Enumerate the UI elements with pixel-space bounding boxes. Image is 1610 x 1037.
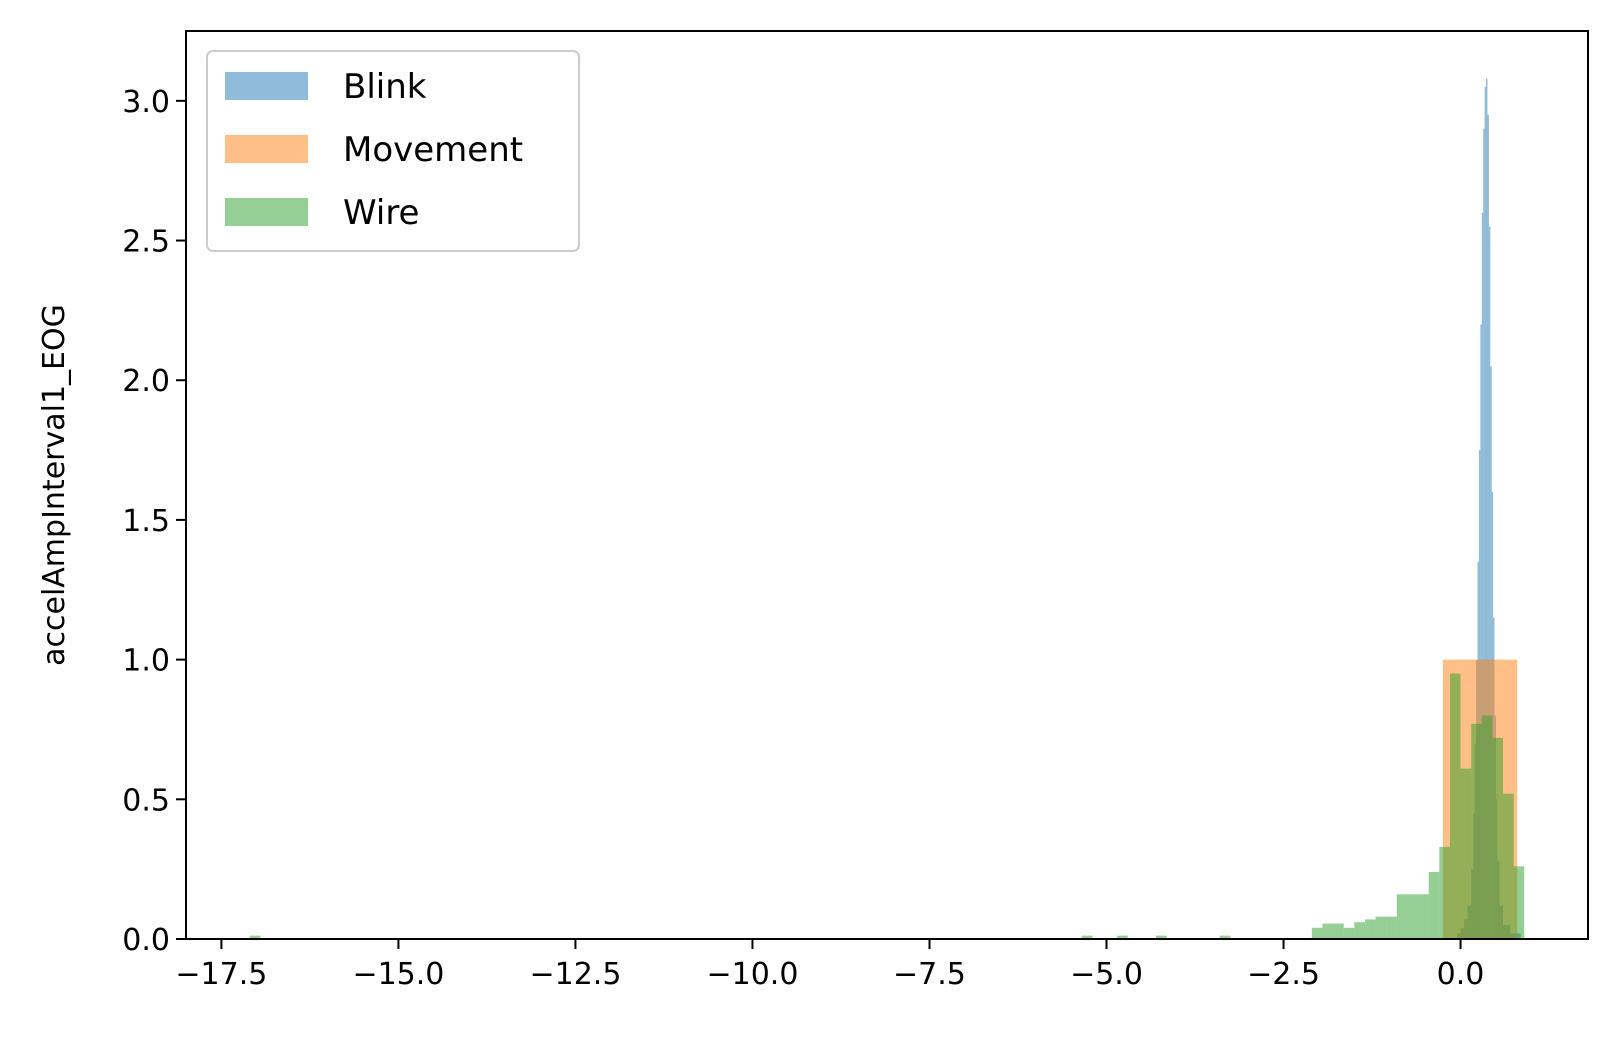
histogram-bar bbox=[1081, 935, 1093, 939]
legend: Blink Movement Wire bbox=[206, 50, 580, 252]
histogram-bar bbox=[1471, 723, 1482, 939]
y-tick-label: 1.5 bbox=[122, 504, 170, 539]
legend-item-wire: Wire bbox=[225, 193, 419, 233]
histogram-bar bbox=[1407, 894, 1419, 939]
histogram-bar bbox=[1117, 935, 1128, 939]
legend-item-blink: Blink bbox=[225, 67, 427, 107]
histogram-bar bbox=[1439, 846, 1450, 939]
x-tick-label: −12.5 bbox=[529, 957, 621, 992]
legend-label: Wire bbox=[343, 193, 419, 233]
y-tick-label: 2.0 bbox=[122, 364, 170, 399]
x-tick-label: 0.0 bbox=[1437, 957, 1485, 992]
axes-layer: −17.5 −15.0 −12.5 −10.0 −7.5 −5.0 −2.5 0.0 0.0 0.… bbox=[122, 30, 1589, 992]
histogram-bar bbox=[1418, 894, 1429, 939]
histogram-bar bbox=[1333, 923, 1344, 939]
x-tick-label: −17.5 bbox=[175, 957, 267, 992]
y-tick-label: 3.0 bbox=[122, 85, 170, 120]
y-tick-label: 0.0 bbox=[122, 923, 170, 958]
histogram-bar bbox=[1311, 927, 1323, 939]
histogram-bar bbox=[1375, 916, 1387, 939]
histogram-bar bbox=[1484, 86, 1487, 939]
legend-swatch bbox=[225, 72, 308, 100]
histogram-bar bbox=[1219, 935, 1231, 939]
histogram-bar bbox=[1322, 923, 1334, 939]
x-tick-label: −2.5 bbox=[1247, 957, 1320, 992]
histogram-bar bbox=[1449, 673, 1461, 939]
histogram-bar bbox=[1460, 768, 1472, 939]
x-tick-label: −7.5 bbox=[893, 957, 966, 992]
histogram-bar bbox=[1488, 226, 1491, 940]
series-wire bbox=[249, 673, 1525, 939]
x-tick-label: −15.0 bbox=[352, 957, 444, 992]
histogram-bar bbox=[1481, 212, 1484, 940]
x-tick-label: −5.0 bbox=[1070, 957, 1143, 992]
histogram-bar bbox=[1483, 128, 1485, 940]
histogram-bar bbox=[1343, 927, 1355, 939]
legend-swatch bbox=[225, 135, 308, 163]
histogram-bar bbox=[1503, 793, 1514, 939]
histogram-bar bbox=[1481, 715, 1493, 939]
y-axis-label: accelAmpInterval1_EOG bbox=[37, 304, 72, 666]
histogram-bar bbox=[1386, 916, 1397, 939]
bars-layer bbox=[249, 78, 1525, 940]
histogram-bar bbox=[1354, 922, 1365, 939]
histogram-bar bbox=[1513, 866, 1525, 939]
histogram-bar bbox=[249, 935, 261, 939]
histogram-bar bbox=[1492, 737, 1504, 939]
y-tick-label: 2.5 bbox=[122, 225, 170, 260]
y-tick-label: 1.0 bbox=[122, 644, 170, 679]
x-tick-label: −10.0 bbox=[706, 957, 798, 992]
histogram-bar bbox=[1490, 366, 1492, 939]
y-tick-label: 0.5 bbox=[122, 783, 170, 818]
legend-label: Blink bbox=[343, 67, 427, 107]
histogram-bar bbox=[1396, 894, 1408, 939]
legend-item-movement: Movement bbox=[225, 130, 523, 170]
histogram-bar bbox=[1428, 871, 1440, 939]
histogram-bar bbox=[1364, 919, 1376, 939]
histogram-bar bbox=[1480, 324, 1482, 939]
legend-swatch bbox=[225, 198, 308, 226]
histogram-bar bbox=[1487, 114, 1489, 940]
histogram-bar bbox=[1156, 935, 1167, 939]
legend-label: Movement bbox=[343, 130, 523, 170]
histogram-bar bbox=[1486, 78, 1488, 940]
plot-frame bbox=[185, 30, 1589, 940]
